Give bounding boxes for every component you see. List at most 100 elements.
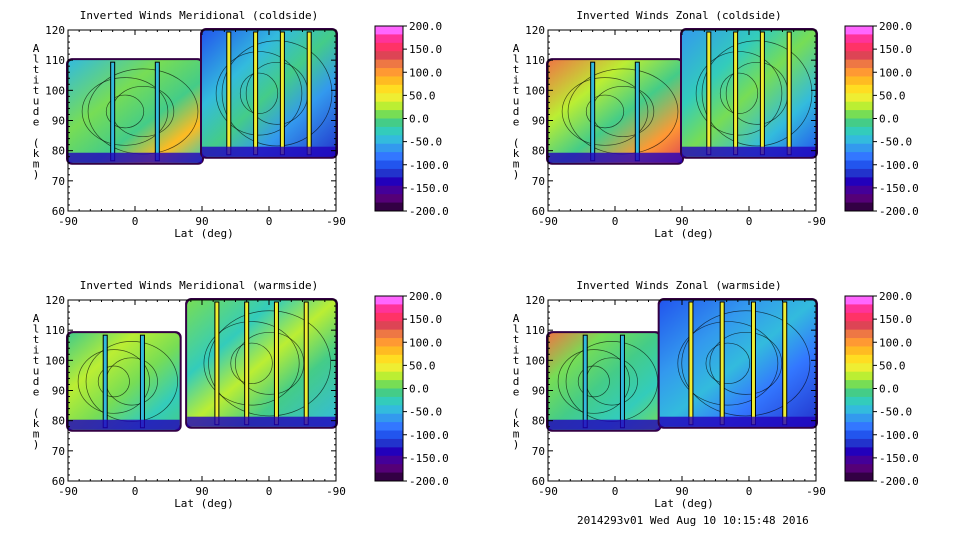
colorbar-label: 100.0 xyxy=(409,66,442,79)
colorbar-label: 150.0 xyxy=(879,313,912,326)
colorbar-label: 150.0 xyxy=(879,43,912,56)
data-region-bottom xyxy=(548,152,682,163)
colorbar-cell xyxy=(845,346,873,356)
colorbar-cell xyxy=(845,202,873,212)
colorbar-cell xyxy=(845,405,873,415)
colorbar-cell xyxy=(845,422,873,432)
y-tick-label: 70 xyxy=(52,445,65,458)
chart-panel-4: Inverted Winds Zonal (warmside) 60 70 80 90 1… xyxy=(513,279,919,510)
colorbar-label: 0.0 xyxy=(879,113,899,126)
chart-title: Inverted Winds Meridional (coldside) xyxy=(80,9,318,22)
colorbar-cell xyxy=(375,363,403,373)
x-tick-label: 0 xyxy=(746,215,753,228)
y-tick-label: 60 xyxy=(52,475,65,488)
x-tick-label: -90 xyxy=(58,215,78,228)
colorbar-cell xyxy=(375,126,403,136)
colorbar-cell xyxy=(845,101,873,111)
colorbar-cell xyxy=(845,84,873,94)
colorbar-cell xyxy=(845,438,873,448)
colorbar-cell xyxy=(845,304,873,314)
colorbar-cell xyxy=(375,396,403,406)
y-tick-label: 60 xyxy=(532,205,545,218)
data-region xyxy=(659,300,816,427)
colorbar-cell xyxy=(375,422,403,432)
colorbar-cell xyxy=(845,59,873,69)
y-tick-label: 80 xyxy=(532,145,545,158)
contour-streak xyxy=(306,31,312,156)
y-tick-label: 100 xyxy=(45,354,65,367)
y-tick-label: 110 xyxy=(45,54,65,67)
contour-streak xyxy=(733,31,739,156)
colorbar-label: -100.0 xyxy=(409,159,449,172)
colorbar-cell xyxy=(375,413,403,423)
x-tick-label: 0 xyxy=(266,485,273,498)
colorbar-cell xyxy=(845,118,873,128)
colorbar-cell xyxy=(375,76,403,86)
contour-streak xyxy=(253,31,259,156)
contour-streak xyxy=(154,61,160,162)
colorbar-label: 100.0 xyxy=(879,336,912,349)
colorbar-cell xyxy=(375,371,403,381)
colorbar-cell xyxy=(375,455,403,465)
colorbar-cell xyxy=(845,93,873,103)
colorbar-cell xyxy=(845,430,873,440)
data-region-bottom xyxy=(187,416,336,427)
x-axis-label: Lat (deg) xyxy=(174,497,234,510)
y-tick-label: 100 xyxy=(525,84,545,97)
contour-streak xyxy=(214,301,220,426)
colorbar-cell xyxy=(845,464,873,474)
colorbar-cell xyxy=(845,126,873,136)
colorbar-cell xyxy=(845,160,873,170)
x-tick-label: 0 xyxy=(746,485,753,498)
colorbar-cell xyxy=(375,380,403,389)
contour-line xyxy=(709,331,783,395)
colorbar-cell xyxy=(375,430,403,440)
colorbar-cell xyxy=(375,68,403,77)
contour-line xyxy=(705,342,751,384)
colorbar-cell xyxy=(375,438,403,448)
colorbar-cell xyxy=(845,447,873,457)
data-region-bottom xyxy=(68,152,202,163)
colorbar-cell xyxy=(845,296,873,305)
y-tick-label: 60 xyxy=(52,205,65,218)
colorbar-cell xyxy=(845,312,873,322)
colorbar-cell xyxy=(375,388,403,398)
colorbar-label: -200.0 xyxy=(879,205,919,218)
colorbar-cell xyxy=(375,135,403,145)
colorbar-cell xyxy=(375,304,403,314)
colorbar-cell xyxy=(845,194,873,204)
x-tick-label: 0 xyxy=(612,485,619,498)
y-tick-label: 90 xyxy=(532,385,545,398)
x-axis-label: Lat (deg) xyxy=(174,227,234,240)
contour-line xyxy=(681,310,811,417)
colorbar-cell xyxy=(845,329,873,339)
colorbar-cell xyxy=(845,472,873,482)
y-tick-label: 110 xyxy=(525,54,545,67)
colorbar-cell xyxy=(845,76,873,86)
colorbar-label: -150.0 xyxy=(879,182,919,195)
colorbar-label: 150.0 xyxy=(409,313,442,326)
x-tick-label: -90 xyxy=(538,215,558,228)
colorbar-cell xyxy=(845,26,873,35)
y-tick-label: 80 xyxy=(52,415,65,428)
colorbar-cell xyxy=(375,346,403,356)
colorbar-label: 50.0 xyxy=(879,89,906,102)
colorbar-cell xyxy=(845,42,873,52)
y-tick-label: 70 xyxy=(532,445,545,458)
colorbar-label: -150.0 xyxy=(879,452,919,465)
colorbar-cell xyxy=(375,51,403,61)
y-tick-label: 90 xyxy=(532,115,545,128)
contour-streak xyxy=(782,301,788,426)
colorbar-cell xyxy=(375,202,403,212)
contour-streak xyxy=(273,301,279,426)
colorbar-label: 0.0 xyxy=(879,383,899,396)
colorbar-label: -200.0 xyxy=(409,205,449,218)
contour-streak xyxy=(619,334,625,429)
contour-streak xyxy=(279,31,285,156)
data-region xyxy=(548,333,660,430)
colorbar-cell xyxy=(375,177,403,187)
colorbar-cell xyxy=(375,464,403,474)
contour-streak xyxy=(303,301,309,426)
colorbar-cell xyxy=(375,59,403,69)
